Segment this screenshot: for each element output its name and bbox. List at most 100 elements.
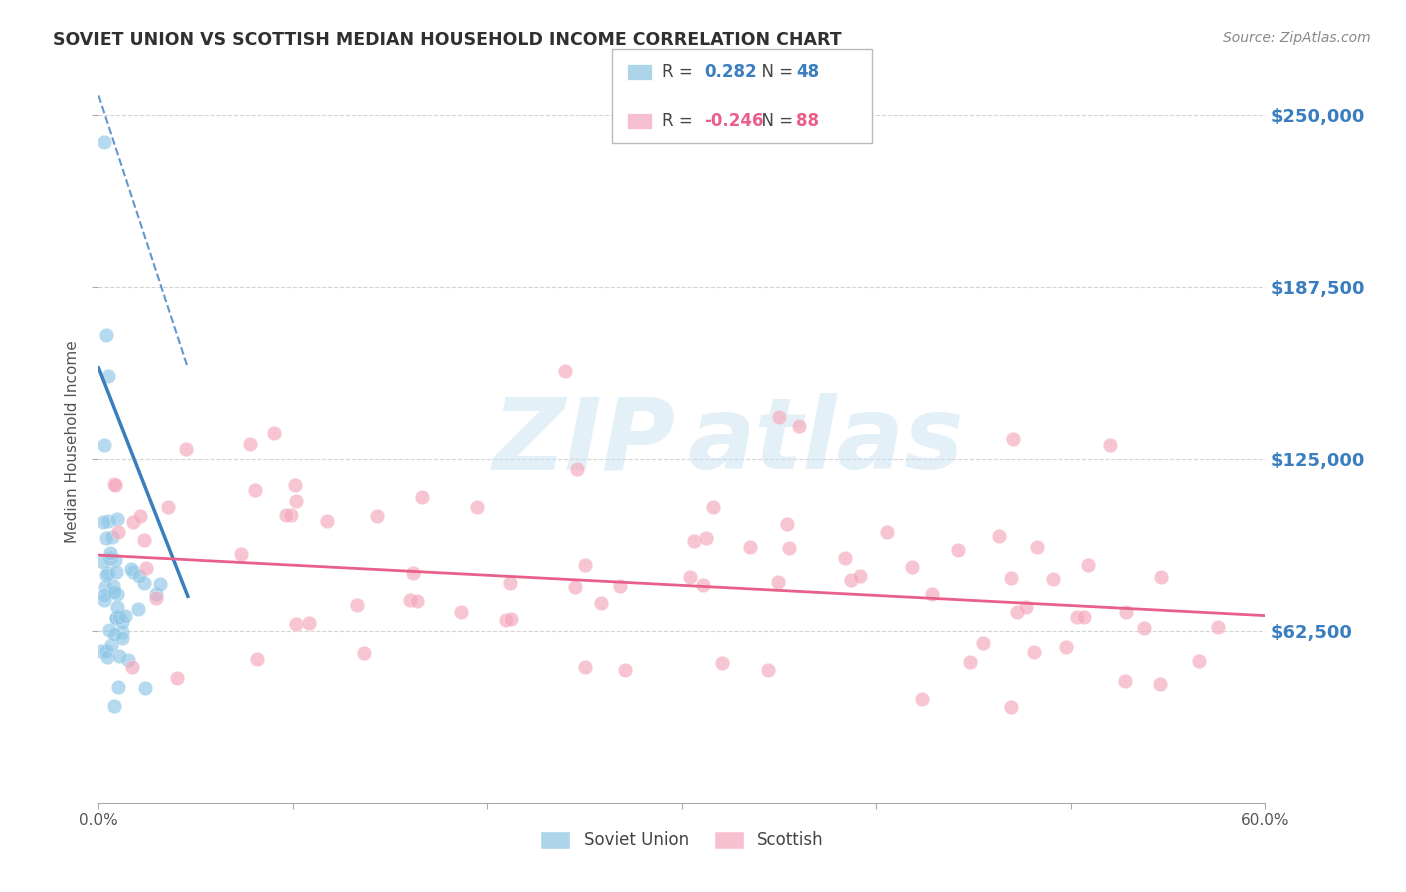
Point [93, 135, 115, 149]
Point [756, 663, 779, 677]
Point [132, 533, 155, 548]
Point [96, 327, 118, 342]
Point [839, 573, 862, 587]
Point [122, 516, 145, 530]
Point [93, 580, 115, 594]
Point [231, 547, 253, 561]
Point [103, 584, 125, 599]
Point [911, 692, 934, 706]
Point [91, 555, 114, 569]
Text: R =: R = [662, 63, 699, 81]
Point [1001, 433, 1024, 447]
Point [91, 515, 114, 529]
Point [499, 576, 522, 591]
Point [105, 611, 128, 625]
Point [145, 586, 167, 600]
Point [766, 575, 789, 590]
Point [1206, 620, 1229, 634]
Point [97, 514, 120, 528]
Point [97, 566, 120, 580]
Point [280, 508, 302, 522]
Text: 88: 88 [796, 112, 818, 130]
Legend: Soviet Union, Scottish: Soviet Union, Scottish [533, 824, 831, 856]
Text: atlas: atlas [688, 393, 965, 490]
Point [107, 525, 129, 540]
Point [243, 483, 266, 497]
Point [108, 610, 131, 624]
Point [901, 559, 924, 574]
Point [105, 587, 128, 601]
Point [316, 514, 339, 528]
Point [450, 606, 472, 620]
Text: -0.246: -0.246 [704, 112, 763, 130]
Point [1133, 621, 1156, 635]
Point [100, 546, 122, 560]
Point [96, 644, 118, 658]
Point [948, 543, 970, 558]
Point [711, 657, 734, 671]
Point [134, 681, 156, 695]
Point [111, 631, 134, 645]
Point [93, 593, 115, 607]
Point [166, 671, 188, 685]
Point [692, 578, 714, 592]
Point [298, 615, 321, 630]
Point [246, 652, 269, 666]
Point [107, 680, 129, 694]
Point [100, 638, 122, 652]
Point [129, 508, 152, 523]
Point [1025, 540, 1047, 554]
Point [399, 592, 422, 607]
Point [157, 500, 180, 514]
Point [93, 438, 115, 452]
Point [96, 650, 118, 665]
Point [98, 550, 121, 565]
Point [495, 613, 517, 627]
Point [1114, 673, 1136, 688]
Point [263, 426, 285, 441]
Point [1188, 654, 1211, 668]
Text: N =: N = [751, 63, 799, 81]
Point [787, 418, 810, 433]
Y-axis label: Median Household Income: Median Household Income [65, 340, 80, 543]
Point [239, 437, 262, 451]
Point [1042, 572, 1064, 586]
Point [103, 477, 125, 491]
Point [564, 580, 586, 594]
Point [135, 560, 157, 574]
Text: R =: R = [662, 112, 699, 130]
Point [1005, 605, 1028, 619]
Point [94, 568, 117, 582]
Point [921, 587, 943, 601]
Point [105, 600, 128, 615]
Point [972, 635, 994, 649]
Point [117, 653, 139, 667]
Point [679, 570, 702, 584]
Point [959, 655, 981, 669]
Point [149, 577, 172, 591]
Point [100, 530, 122, 544]
Point [402, 566, 425, 581]
Point [284, 478, 307, 492]
Point [93, 588, 115, 602]
Point [103, 699, 125, 714]
Point [366, 508, 388, 523]
Point [702, 500, 724, 514]
Point [274, 508, 297, 523]
Point [346, 598, 368, 612]
Point [1115, 605, 1137, 619]
Point [127, 602, 149, 616]
Point [614, 663, 637, 677]
Point [114, 608, 136, 623]
Point [776, 517, 799, 532]
Point [778, 541, 800, 555]
Point [1077, 558, 1099, 572]
Point [1149, 676, 1171, 690]
Point [97, 369, 120, 384]
Point [111, 624, 134, 639]
Point [574, 659, 596, 673]
Point [1000, 700, 1022, 714]
Point [1015, 600, 1038, 615]
Point [683, 533, 706, 548]
Point [405, 594, 427, 608]
